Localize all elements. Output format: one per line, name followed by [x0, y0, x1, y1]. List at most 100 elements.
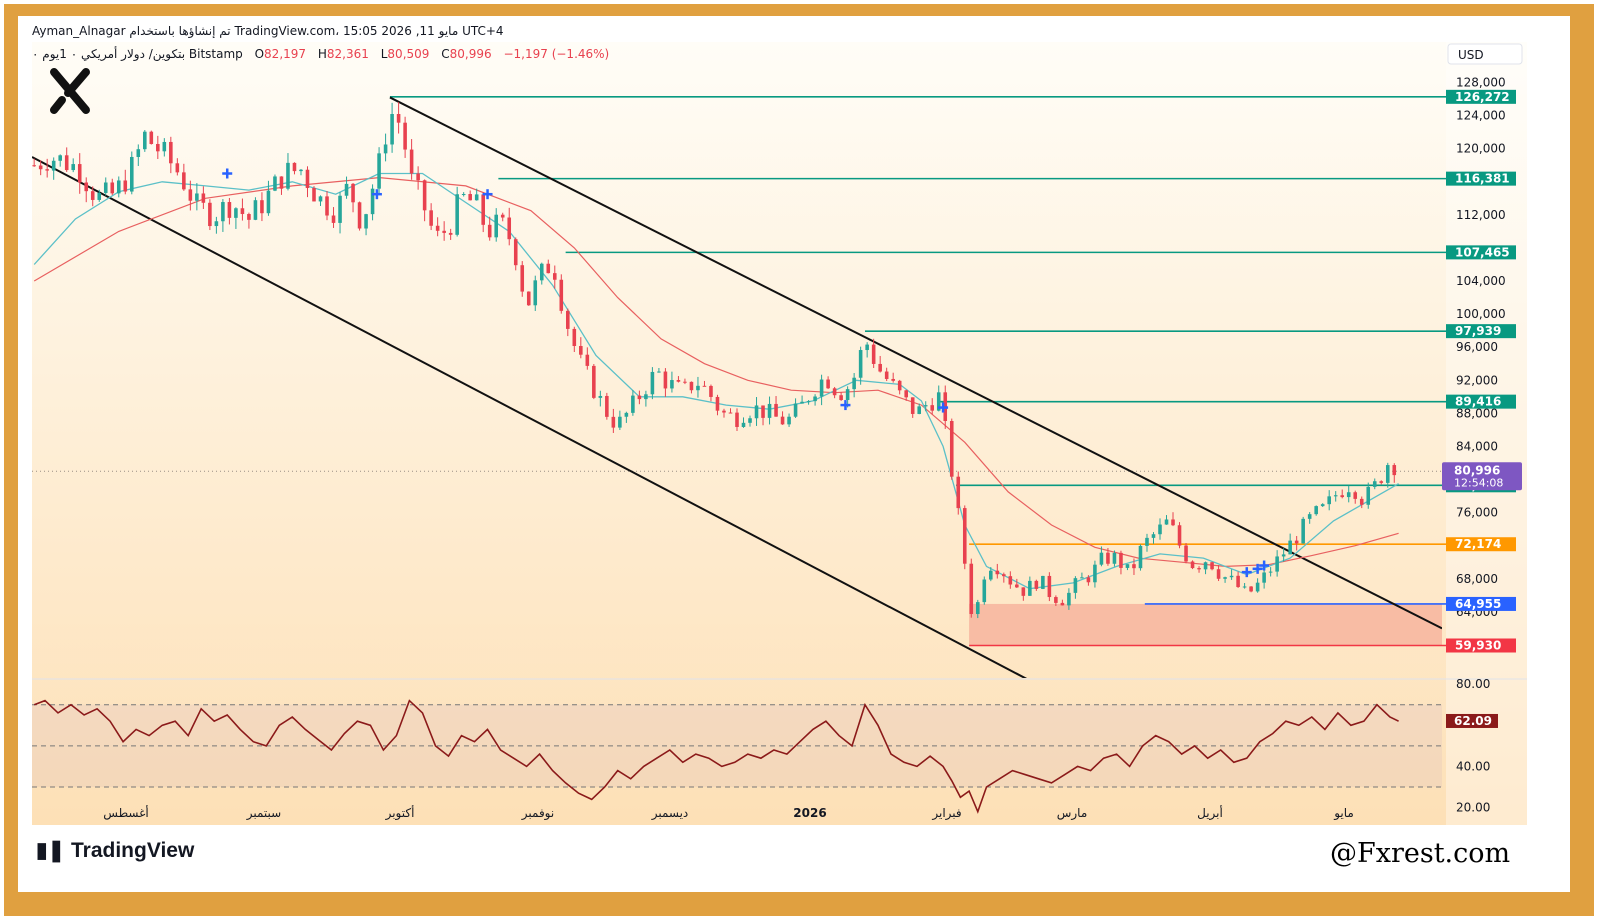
price-axis-tick: 76,000 [1456, 506, 1498, 520]
rsi-line [33, 699, 1399, 814]
candle-body [182, 172, 186, 190]
candle-body [1132, 564, 1136, 569]
candle-body [292, 162, 297, 172]
candle-body [702, 385, 707, 387]
candle-body [357, 202, 362, 229]
candle-body [1236, 575, 1240, 588]
time-axis-tick: مارس [1057, 806, 1088, 821]
time-axis-tick: أبريل [1197, 805, 1223, 821]
time-axis-tick: مايو [1333, 806, 1354, 821]
candle-body [58, 155, 62, 161]
candle-body [1028, 580, 1032, 596]
candle-body [520, 265, 525, 292]
candle-body [84, 182, 89, 192]
candle-body [975, 602, 980, 615]
candle-body [956, 476, 961, 509]
published-line: Ayman_Alnagar تم إنشاؤها باستخدام Tradin… [32, 24, 504, 38]
candle-body [1086, 577, 1091, 583]
candle-body [871, 344, 876, 364]
candle-body [344, 183, 349, 196]
candle-body [1262, 572, 1266, 583]
tradingview-logo[interactable]: ▮❚ TradingView [36, 838, 194, 863]
rsi-value-tag-text: 62.09 [1454, 714, 1492, 728]
candle-body [116, 180, 121, 194]
candle-body [539, 263, 544, 281]
time-axis-tick: سبتمبر [246, 806, 281, 821]
last-price-tag [1442, 462, 1522, 491]
candle-body [546, 263, 551, 274]
candle-body [1301, 518, 1305, 544]
candle-body [611, 416, 616, 428]
candle-body [618, 416, 622, 428]
candle-body [416, 173, 420, 181]
candle-body [559, 279, 564, 311]
candle-body [1099, 552, 1104, 565]
candle-body [260, 200, 264, 214]
candle-body [338, 195, 342, 223]
candle-body [969, 563, 974, 615]
candle-body [1366, 486, 1371, 505]
candle-body [670, 380, 674, 389]
level-tag-text: 72,174 [1455, 537, 1501, 551]
candle-body [806, 401, 811, 403]
candle-body [208, 202, 212, 227]
currency-selector [1447, 43, 1523, 65]
candle-body [390, 114, 394, 145]
candle-body [813, 396, 817, 402]
candle-body [1294, 540, 1299, 544]
candle-body [865, 344, 869, 351]
candle-body [1223, 577, 1227, 579]
candle-body [266, 190, 271, 214]
rsi-axis-tick: 80.00 [1456, 677, 1490, 691]
candle-body [286, 162, 290, 189]
candle-body [1119, 552, 1123, 568]
candle-body [761, 405, 765, 418]
candle-body [221, 202, 225, 222]
rsi-value-tag [1446, 713, 1498, 728]
candle-body [156, 143, 160, 152]
candle-body [826, 379, 830, 389]
time-axis-tick: نوفمبر [521, 806, 554, 821]
candle-body [754, 405, 759, 419]
candle-body [572, 328, 577, 346]
candle-body [494, 214, 499, 238]
price-axis-tick: 68,000 [1456, 572, 1498, 586]
candle-body [910, 397, 915, 414]
candle-body [676, 380, 681, 382]
candle-body [312, 188, 316, 202]
candle-body [71, 164, 76, 171]
rsi-axis-tick: 20.00 [1456, 801, 1490, 815]
price-axis-tick: 88,000 [1456, 406, 1498, 420]
price-axis-tick: 84,000 [1456, 439, 1498, 453]
candle-body [38, 165, 43, 170]
candle-body [1015, 584, 1019, 588]
candle-body [507, 217, 512, 240]
ohlc-high-label: H [317, 47, 327, 61]
candle-body [526, 291, 531, 306]
candle-body [605, 395, 609, 417]
candle-body [566, 310, 570, 329]
candle-body [1197, 568, 1201, 570]
candle-body [1327, 496, 1331, 505]
candle-body [1093, 564, 1097, 583]
candle-body [1184, 545, 1188, 562]
candle-body [214, 221, 219, 227]
candle-body [1145, 537, 1149, 546]
candle-body [45, 169, 49, 171]
candle-body [351, 183, 355, 203]
candle-body [1158, 524, 1162, 535]
candle-body [455, 194, 459, 235]
candle-body [1268, 571, 1273, 573]
symbol-name: بتكوين/ دولار أمريكي ٠ 1يوم ٠ Bitstamp [32, 47, 243, 61]
currency-label: USD [1458, 48, 1484, 62]
candle-body [1041, 575, 1045, 589]
level-tag-107,465 [1446, 245, 1516, 260]
candle-body [331, 215, 336, 223]
candle-body [448, 232, 453, 235]
candle-body [234, 208, 238, 218]
candle-body [253, 200, 258, 220]
candle-body [767, 403, 772, 418]
candle-body [1255, 582, 1260, 592]
level-tag-72,174 [1446, 537, 1516, 552]
